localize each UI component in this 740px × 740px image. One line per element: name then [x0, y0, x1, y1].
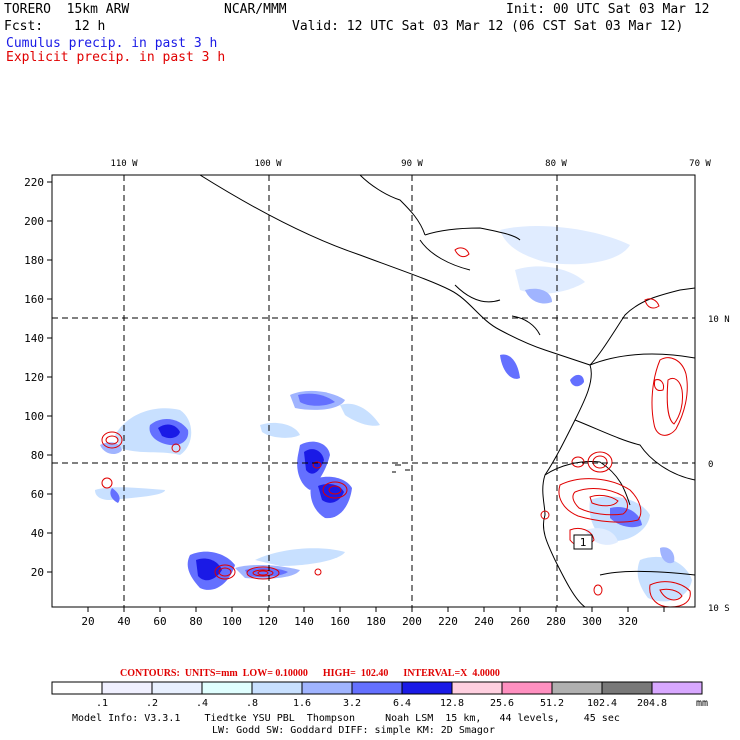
y-tick-label: 60 [31, 488, 44, 501]
model-info-line2: LW: Godd SW: Goddard DIFF: simple KM: 2D… [212, 725, 495, 736]
init-time: Init: 00 UTC Sat 03 Mar 12 [506, 2, 710, 17]
forecast-label: Fcst: [4, 19, 44, 34]
y-tick-label: 140 [24, 332, 44, 345]
x-tick-label: 280 [546, 615, 566, 628]
precip-marker-value: 1 [580, 536, 587, 549]
colorbar-label: 25.6 [490, 698, 514, 709]
y-tick-label: 20 [31, 566, 44, 579]
model-title: TORERO 15km ARW [4, 2, 130, 17]
x-tick-label: 240 [474, 615, 494, 628]
lat-label: 0 [708, 460, 713, 470]
colorbar-label: .4 [196, 698, 208, 709]
x-tick-label: 80 [189, 615, 202, 628]
x-tick-label: 180 [366, 615, 386, 628]
x-axis [87, 607, 665, 612]
explicit-precip-contours [101, 247, 691, 607]
x-tick-label: 60 [153, 615, 166, 628]
cumulus-precip-title: Cumulus precip. in past 3 h [6, 36, 218, 51]
colorbar-label: 102.4 [587, 698, 617, 709]
coastlines [199, 175, 695, 607]
organization-label: NCAR/MMM [224, 2, 287, 17]
colorbar-label: .1 [96, 698, 108, 709]
x-tick-label: 260 [510, 615, 530, 628]
y-tick-label: 80 [31, 449, 44, 462]
x-tick-label: 100 [222, 615, 242, 628]
y-tick-label: 120 [24, 371, 44, 384]
cumulus-precip-shading [95, 225, 692, 602]
precip-marker-box [573, 534, 593, 550]
colorbar-label: .2 [146, 698, 158, 709]
y-tick-label: 200 [24, 215, 44, 228]
x-tick-label: 320 [618, 615, 638, 628]
colorbar-units: mm [696, 698, 708, 709]
x-tick-label: 160 [330, 615, 350, 628]
x-tick-label: 200 [402, 615, 422, 628]
lat-label: 10 S [708, 604, 730, 614]
colorbar-label: .8 [246, 698, 258, 709]
lon-label: 100 W [254, 159, 282, 169]
x-tick-label: 220 [438, 615, 458, 628]
map-plot-area: 1 [52, 175, 695, 607]
map-frame [51, 174, 696, 608]
model-info-line1: Model Info: V3.3.1 Tiedtke YSU PBL Thomp… [72, 713, 620, 724]
lat-lon-grid [52, 175, 695, 607]
x-tick-label: 40 [117, 615, 130, 628]
colorbar [51, 681, 703, 695]
colorbar-label: 12.8 [440, 698, 464, 709]
lon-label: 110 W [110, 159, 138, 169]
colorbar-label: 204.8 [637, 698, 667, 709]
lat-label: 10 N [708, 315, 730, 325]
lon-label: 80 W [545, 159, 567, 169]
valid-time: Valid: 12 UTC Sat 03 Mar 12 (06 CST Sat … [292, 19, 684, 34]
lon-label: 70 W [689, 159, 711, 169]
colorbar-label: 51.2 [540, 698, 564, 709]
colorbar-label: 6.4 [393, 698, 411, 709]
colorbar-label: 1.6 [293, 698, 311, 709]
y-axis [47, 181, 52, 573]
lon-label: 90 W [401, 159, 423, 169]
x-tick-label: 300 [582, 615, 602, 628]
contour-info: CONTOURS: UNITS=mm LOW= 0.10000 HIGH= 10… [120, 668, 500, 679]
y-tick-label: 160 [24, 293, 44, 306]
y-tick-label: 40 [31, 527, 44, 540]
x-tick-label: 120 [258, 615, 278, 628]
forecast-hours: 12 h [74, 19, 106, 34]
explicit-precip-title: Explicit precip. in past 3 h [6, 50, 226, 65]
y-tick-label: 220 [24, 176, 44, 189]
y-tick-label: 100 [24, 410, 44, 423]
y-tick-label: 180 [24, 254, 44, 267]
x-tick-label: 140 [294, 615, 314, 628]
x-tick-label: 20 [81, 615, 94, 628]
colorbar-label: 3.2 [343, 698, 361, 709]
